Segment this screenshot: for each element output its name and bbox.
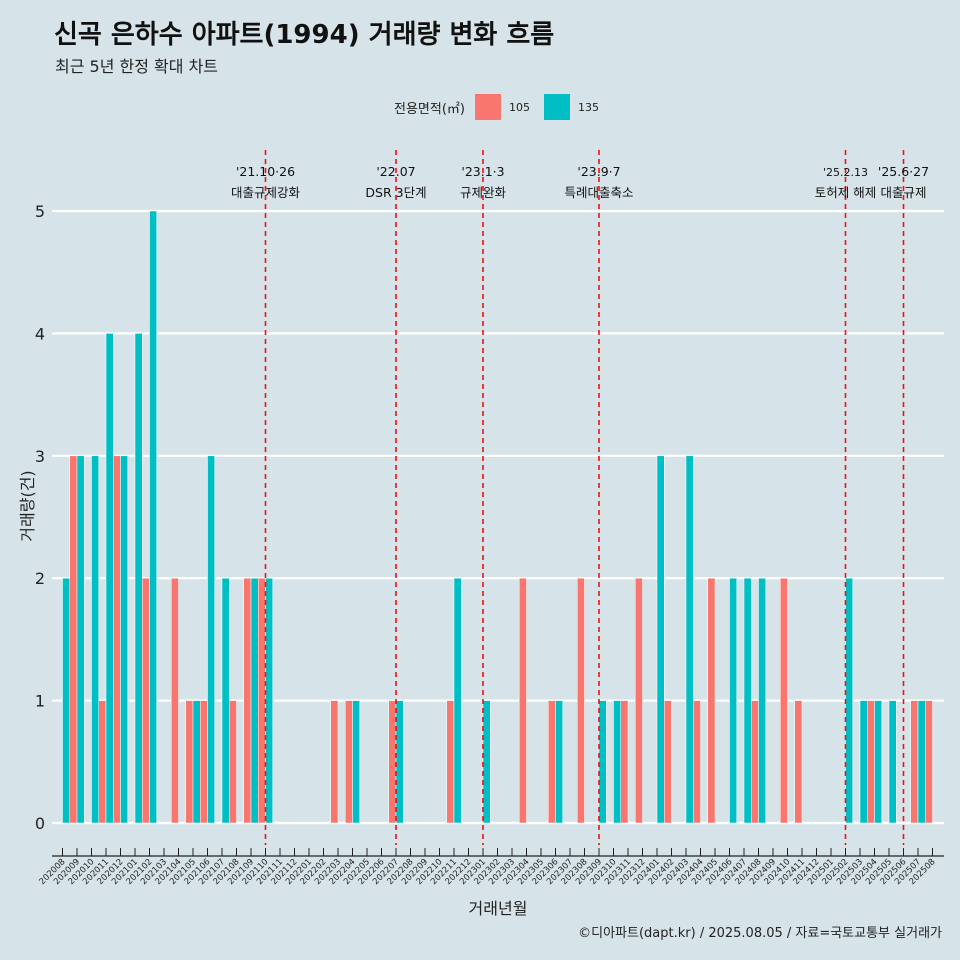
bar-105-202110: [258, 577, 266, 824]
chart-title: 신곡 은하수 아파트(1994) 거래량 변화 흐름: [54, 20, 555, 50]
event-label-202506: 대출규제: [880, 185, 926, 200]
bar-135-202110: [265, 577, 273, 824]
x-axis-title: 거래년월: [469, 899, 528, 918]
bar-135-202207: [395, 700, 404, 824]
bar-135-202102: [149, 210, 157, 824]
event-date-202309: '23.9·7: [577, 164, 620, 179]
bar-135-202408: [758, 577, 766, 824]
bar-135-202406: [729, 577, 737, 824]
y-tick-label-5: 5: [35, 202, 45, 221]
bar-105-202011: [98, 700, 107, 824]
bar-105-202404: [693, 700, 701, 824]
event-label-202207: DSR 3단계: [365, 185, 426, 200]
bar-135-202106: [207, 455, 215, 824]
event-date-202110: '21.10·26: [236, 164, 295, 179]
bar-105-202009: [69, 455, 78, 824]
legend-label-135: 135: [577, 100, 599, 114]
bar-135-202101: [134, 333, 143, 824]
legend-label-105: 105: [508, 100, 530, 114]
caption: ©디아파트(dapt.kr) / 2025.08.05 / 자료=국토교통부 실…: [578, 926, 942, 941]
bar-135-202109: [250, 577, 259, 824]
bar-105-202204: [345, 700, 353, 824]
bar-105-202207: [388, 700, 397, 824]
bar-105-202508: [925, 700, 933, 824]
legend: 전용면적(㎡) 105 135: [394, 92, 613, 122]
y-tick-label-0: 0: [35, 814, 45, 833]
bar-135-202403: [685, 455, 694, 824]
y-tick-label-2: 2: [35, 569, 45, 588]
event-date-202207: '22.07: [376, 164, 415, 179]
event-date-202502: '25.2.13: [823, 166, 868, 179]
bar-135-202012: [120, 455, 128, 824]
bar-105-202104: [171, 577, 179, 824]
bar-105-202405: [707, 577, 716, 824]
bar-135-202011: [105, 333, 114, 824]
bar-135-202507: [917, 700, 926, 824]
bar-105-202109: [243, 577, 252, 824]
bar-105-202106: [200, 700, 208, 824]
bar-135-202009: [76, 455, 85, 824]
bar-135-202503: [859, 700, 868, 824]
bar-105-202012: [113, 455, 121, 824]
bar-105-202306: [548, 700, 556, 824]
event-label-202309: 특례대출축소: [564, 185, 633, 200]
bar-135-202306: [555, 700, 563, 824]
bar-105-202108: [229, 700, 237, 824]
bar-135-202010: [91, 455, 99, 824]
event-date-202301: '23.1·3: [461, 164, 504, 179]
bar-135-202310: [613, 700, 621, 824]
bar-105-202102: [142, 577, 150, 824]
bar-105-202312: [635, 577, 643, 824]
y-tick-label-4: 4: [35, 324, 45, 343]
event-label-202301: 규제완화: [460, 185, 507, 200]
y-tick-label-1: 1: [35, 692, 45, 711]
legend-key-105: [474, 94, 501, 120]
bar-105-202504: [867, 700, 875, 824]
bar-135-202204: [352, 700, 360, 824]
bar-135-202105: [192, 700, 201, 824]
bar-135-202107: [221, 577, 230, 824]
chart-subtitle: 최근 5년 한정 확대 차트: [55, 57, 219, 76]
bar-135-202505: [888, 700, 897, 824]
bar-105-202408: [751, 700, 759, 824]
bar-105-202402: [664, 700, 672, 824]
bar-105-202507: [910, 700, 919, 824]
bar-135-202211: [453, 577, 462, 824]
event-date-202506: '25.6·27: [878, 164, 929, 179]
y-tick-label-3: 3: [35, 447, 45, 466]
bar-105-202203: [330, 700, 339, 824]
event-label-202110: 대출규제강화: [231, 185, 301, 200]
bar-105-202410: [780, 577, 788, 824]
bar-135-202301: [482, 700, 491, 824]
bar-135-202008: [62, 577, 70, 824]
y-axis-title: 거래량(건): [18, 470, 37, 541]
bar-105-202304: [519, 577, 527, 824]
bar-105-202211: [446, 700, 455, 824]
event-label-202502: 토허제 해제: [815, 185, 876, 200]
bar-135-202407: [743, 577, 752, 824]
bar-105-202411: [794, 700, 803, 824]
bar-135-202309: [598, 700, 607, 824]
bar-135-202502: [845, 577, 853, 824]
legend-key-135: [543, 94, 570, 120]
bar-105-202308: [577, 577, 585, 824]
legend-title: 전용면적(㎡): [394, 101, 465, 117]
bar-135-202401: [656, 455, 665, 824]
bar-105-202105: [185, 700, 194, 824]
bar-135-202504: [874, 700, 882, 824]
bar-105-202311: [620, 700, 629, 824]
